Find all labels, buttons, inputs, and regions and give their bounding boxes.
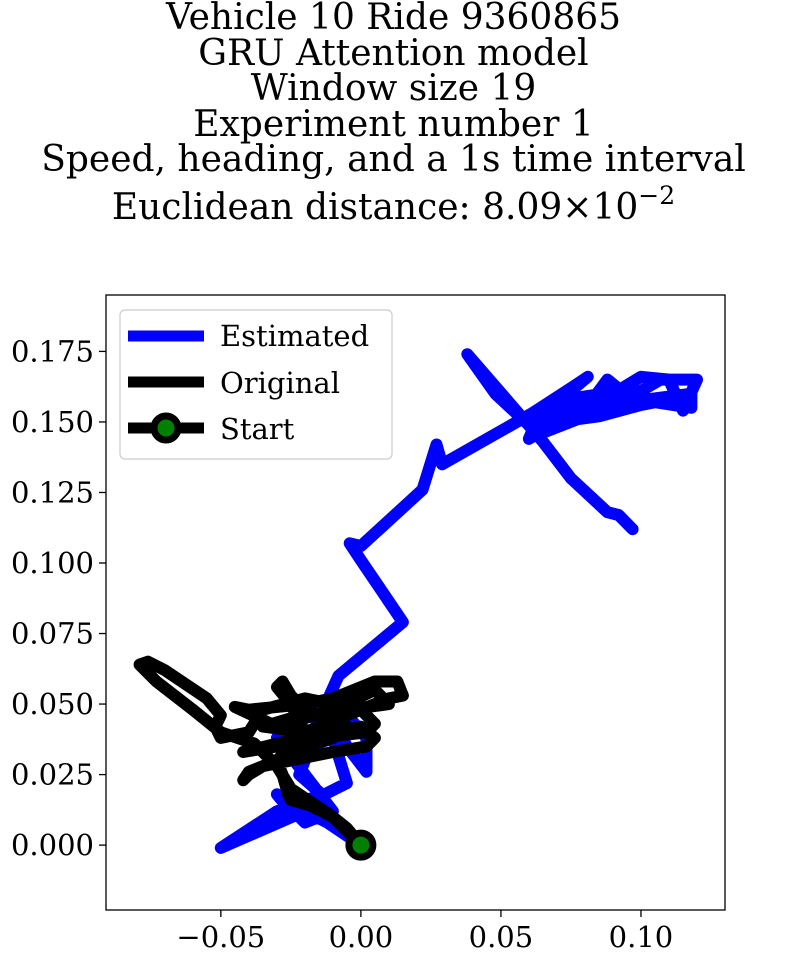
title-line-3: Window size 19 bbox=[250, 68, 537, 109]
title-line-2: GRU Attention model bbox=[198, 32, 589, 74]
title-line-4: Experiment number 1 bbox=[193, 103, 594, 145]
series-line-original bbox=[133, 655, 409, 852]
series-line-estimated bbox=[214, 348, 703, 854]
title-line-6: Euclidean distance: 8.09×10−2 bbox=[0, 178, 787, 226]
title-line-1: Vehicle 10 Ride 9360865 bbox=[165, 0, 622, 38]
legend-box bbox=[119, 309, 393, 460]
legend-label-start: Start bbox=[220, 412, 295, 446]
plot-area-frame bbox=[105, 294, 726, 911]
x-tick-label: −0.05 bbox=[176, 920, 265, 954]
x-tick-label: 0.05 bbox=[469, 920, 534, 954]
title-line-5: Speed, heading, and a 1s time interval bbox=[41, 139, 746, 180]
y-tick-label: 0.025 bbox=[11, 758, 94, 792]
y-tick-label: 0.175 bbox=[11, 334, 94, 368]
chart-title: Vehicle 10 Ride 9360865 GRU Attention mo… bbox=[0, 0, 787, 225]
y-tick-label: 0.075 bbox=[11, 617, 94, 651]
x-tick-label: 0.00 bbox=[329, 920, 394, 954]
title-distance-times: × bbox=[562, 186, 593, 228]
y-tick-label: 0.000 bbox=[11, 828, 94, 862]
axis-ticks: −0.05 0.00 0.05 0.10 0.000 0.025 0.050 0.075 0.1… bbox=[11, 334, 673, 954]
y-tick-label: 0.100 bbox=[11, 546, 94, 580]
title-distance-base: 10 bbox=[592, 186, 639, 228]
y-tick-label: 0.125 bbox=[11, 475, 94, 509]
legend: Estimated Original Start bbox=[119, 309, 393, 460]
y-tick-label: 0.050 bbox=[11, 687, 94, 721]
start-point-marker bbox=[345, 829, 377, 861]
legend-start-marker bbox=[150, 412, 182, 444]
title-distance-exponent: −2 bbox=[638, 180, 676, 210]
series-layer bbox=[133, 348, 703, 861]
x-tick-label: 0.10 bbox=[609, 920, 674, 954]
y-tick-label: 0.150 bbox=[11, 405, 94, 439]
legend-label-estimated: Estimated bbox=[220, 319, 369, 353]
title-distance-prefix: Euclidean distance: 8.09 bbox=[111, 186, 563, 228]
legend-label-original: Original bbox=[220, 366, 340, 400]
